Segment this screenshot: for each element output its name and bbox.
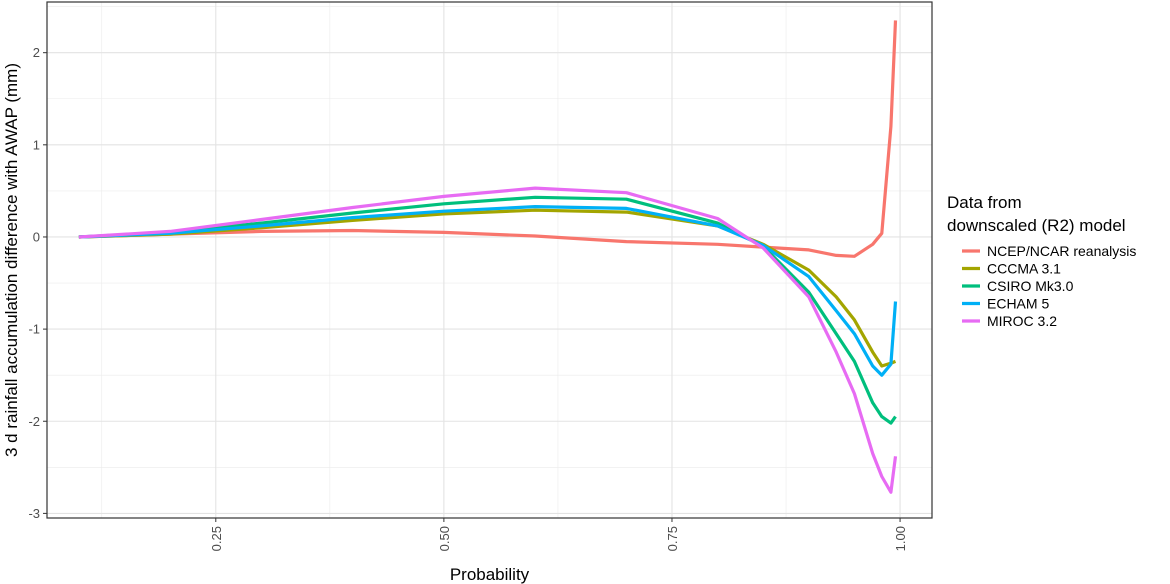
legend-label-3: CSIRO Mk3.0 xyxy=(987,278,1074,294)
y-axis-title: 3 d rainfall accumulation difference wit… xyxy=(2,63,21,457)
series-line-1 xyxy=(78,20,898,258)
legend-label-4: ECHAM 5 xyxy=(987,296,1049,312)
legend-label-2: CCCMA 3.1 xyxy=(987,261,1061,277)
series-lines xyxy=(78,20,898,494)
x-axis: 0.25 0.50 0.75 1.00 xyxy=(209,518,908,551)
y-tick-label: 0 xyxy=(33,229,40,244)
y-tick-label: -3 xyxy=(28,506,40,521)
minor-gridlines xyxy=(47,2,932,518)
legend-label-5: MIROC 3.2 xyxy=(987,313,1057,329)
series-line-5 xyxy=(78,186,898,494)
x-tick-label: 1.00 xyxy=(893,526,908,551)
legend: Data from downscaled (R2) model NCEP/NCA… xyxy=(947,193,1136,329)
y-tick-label: 2 xyxy=(33,45,40,60)
legend-title-line-2: downscaled (R2) model xyxy=(947,216,1126,235)
y-tick-label: -2 xyxy=(28,414,40,429)
legend-title-line-1: Data from xyxy=(947,193,1022,212)
x-tick-label: 0.25 xyxy=(209,526,224,551)
x-tick-label: 0.50 xyxy=(437,526,452,551)
x-axis-title: Probability xyxy=(450,565,530,584)
x-tick-label: 0.75 xyxy=(665,526,680,551)
y-tick-label: -1 xyxy=(28,322,40,337)
plot-panel-border xyxy=(46,1,933,519)
major-gridlines xyxy=(47,2,932,518)
legend-label-1: NCEP/NCAR reanalysis xyxy=(987,243,1136,259)
y-tick-label: 1 xyxy=(33,137,40,152)
y-axis: -3 -2 -1 0 1 2 xyxy=(28,45,47,521)
series-line-4 xyxy=(78,205,898,377)
